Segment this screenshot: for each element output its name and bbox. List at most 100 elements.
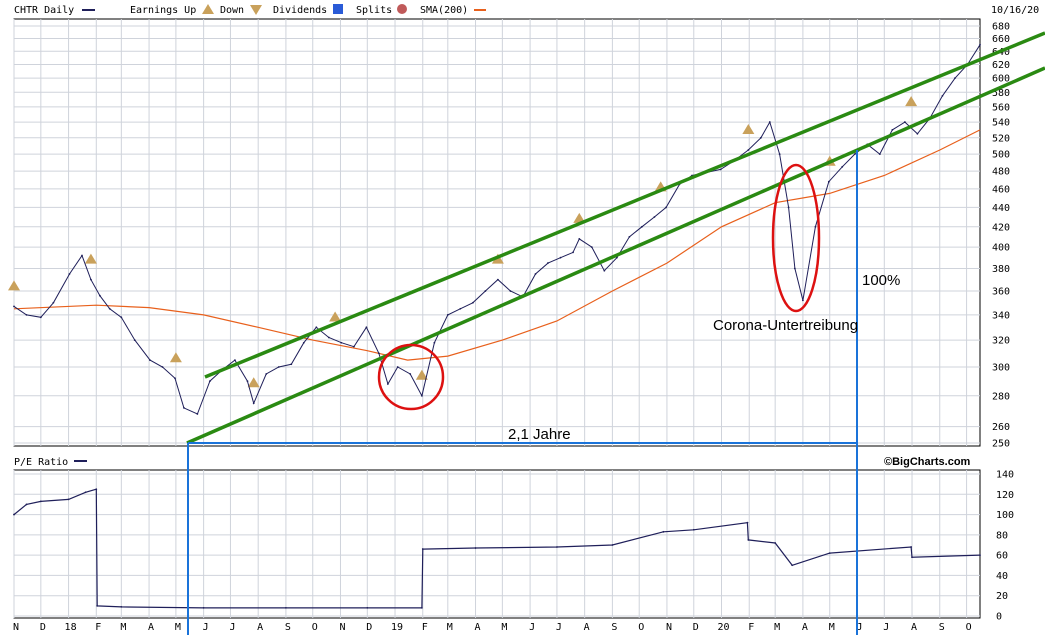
time-tick-label: J <box>203 622 209 633</box>
price-point <box>183 406 185 409</box>
pe-point <box>774 542 777 544</box>
highlight-circle-covid <box>771 163 821 313</box>
sma-label: SMA(200) <box>420 5 468 16</box>
price-point <box>572 251 574 254</box>
price-point <box>161 366 164 368</box>
price-point <box>208 380 211 383</box>
pe-tick-label: 40 <box>996 571 1008 582</box>
price-point <box>916 132 919 135</box>
pe-tick-label: 80 <box>996 530 1008 541</box>
price-point <box>496 278 499 281</box>
earnings-down-label: Down <box>220 5 244 16</box>
time-tick-label: J <box>883 622 889 633</box>
pe-tick-label: 0 <box>996 612 1002 623</box>
pe-point <box>202 606 205 609</box>
time-tick-label: A <box>802 622 808 633</box>
price-point <box>315 326 318 329</box>
channel-lower-line <box>186 66 1045 445</box>
price-point <box>252 402 255 405</box>
earnings-marker-icon <box>905 96 918 107</box>
price-point <box>802 299 804 302</box>
price-point <box>559 256 562 259</box>
time-tick-label: N <box>339 622 345 633</box>
pe-panel: P/E Ratio ©BigCharts.com 0 20 40 60 80 100 120… <box>13 456 1014 623</box>
duration-label: 2,1 Jahre <box>508 426 571 443</box>
highlight-circle-2019 <box>377 343 445 411</box>
time-tick-label: J <box>229 622 235 633</box>
sma-200-line <box>13 129 981 361</box>
time-tick-label: J <box>856 622 862 633</box>
time-tick-label: N <box>13 622 19 633</box>
price-tick-label: 520 <box>992 133 1010 144</box>
time-tick-label: D <box>693 622 699 633</box>
price-tick-label: 420 <box>992 222 1010 233</box>
pe-point <box>911 556 913 559</box>
splits-label: Splits <box>356 5 392 16</box>
time-tick-label: M <box>774 622 780 633</box>
pe-axis: 0 20 40 60 80 100 120 140 <box>996 470 1014 623</box>
measure-overlay: 2,1 Jahre 100% Corona-Untertreibung <box>187 150 900 635</box>
price-point <box>471 301 474 304</box>
price-point <box>534 273 537 275</box>
time-tick-label: S <box>939 622 945 633</box>
pe-point <box>96 604 99 607</box>
time-tick-label: 20 <box>718 622 730 633</box>
pe-tick-label: 60 <box>996 551 1008 562</box>
price-tick-label: 340 <box>992 310 1010 321</box>
time-tick-label: J <box>556 622 562 633</box>
price-point <box>484 290 487 292</box>
pe-point <box>25 503 28 506</box>
price-point <box>603 269 606 272</box>
price-point <box>827 180 830 183</box>
time-tick-label: S <box>611 622 617 633</box>
pe-point <box>421 548 424 550</box>
price-point <box>98 294 101 297</box>
price-point <box>25 313 28 316</box>
price-point <box>196 413 199 415</box>
price-point <box>81 254 83 257</box>
price-point <box>68 273 71 275</box>
price-panel-frame <box>13 18 981 447</box>
time-tick-label: S <box>285 622 291 633</box>
price-point <box>891 128 894 131</box>
price-tick-label: 680 <box>992 22 1010 33</box>
price-point <box>108 307 111 310</box>
price-point <box>13 305 15 308</box>
time-tick-label: M <box>175 622 181 633</box>
price-point <box>787 206 790 209</box>
chart-date: 10/16/20 <box>991 5 1039 16</box>
earnings-marker-icon <box>8 280 20 291</box>
pe-point <box>120 605 123 608</box>
price-point <box>941 94 944 97</box>
pe-tick-label: 120 <box>996 490 1014 501</box>
covid-label: Corona-Untertreibung <box>713 317 858 334</box>
price-point <box>234 359 236 362</box>
price-point <box>793 267 796 270</box>
price-tick-label: 300 <box>992 363 1010 374</box>
pe-point <box>366 606 369 609</box>
price-tick-label: 500 <box>992 150 1010 161</box>
price-point <box>246 380 249 383</box>
price-point <box>352 345 355 348</box>
pe-point <box>84 491 87 494</box>
pe-tick-label: 140 <box>996 470 1014 481</box>
price-point <box>954 77 956 80</box>
price-axis: 250 260 280 300 320 340 360 380 400 420 440 460 480 5… <box>992 22 1010 450</box>
time-tick-label: A <box>584 622 590 633</box>
pe-point <box>67 498 70 501</box>
pe-point <box>285 606 287 609</box>
price-tick-label: 320 <box>992 336 1010 347</box>
pe-point <box>13 513 15 516</box>
price-point <box>174 377 176 380</box>
time-tick-label: D <box>40 622 46 633</box>
price-point <box>340 341 343 344</box>
price-point <box>433 341 436 344</box>
earnings-marker-icon <box>742 123 755 134</box>
price-tick-label: 400 <box>992 243 1010 254</box>
price-point <box>459 307 462 310</box>
pe-point <box>692 528 695 531</box>
gain-label: 100% <box>862 272 900 289</box>
price-point <box>396 366 399 368</box>
price-tick-label: 600 <box>992 74 1010 85</box>
